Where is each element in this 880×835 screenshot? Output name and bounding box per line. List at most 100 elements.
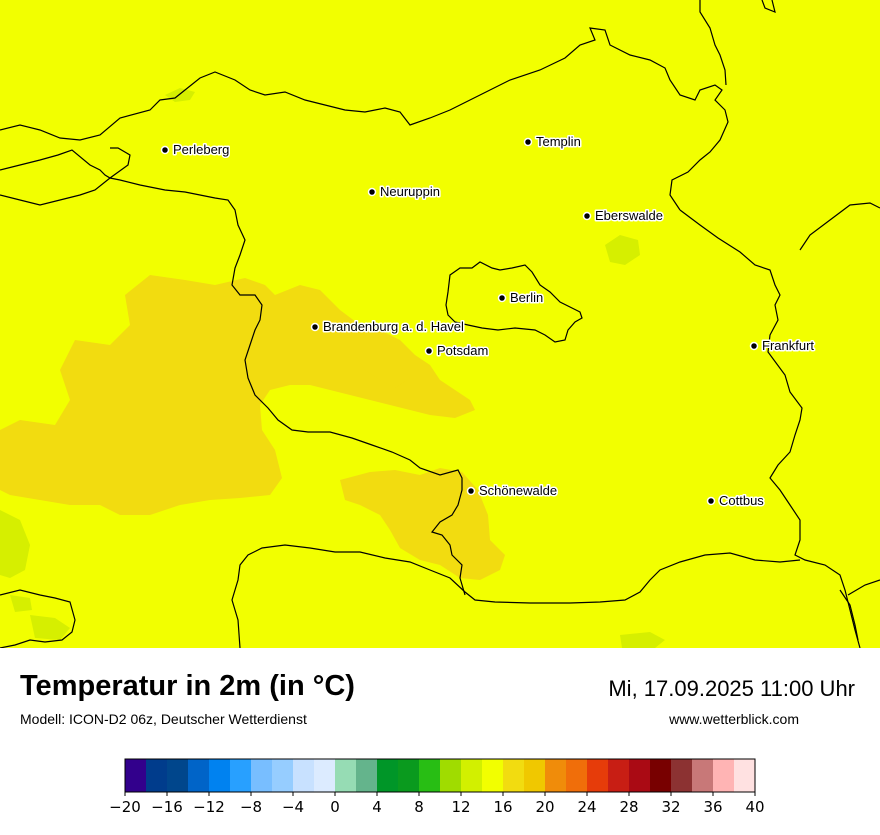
- cool-area-south: [30, 615, 70, 640]
- legend-swatch: [629, 759, 651, 792]
- city-dot: [497, 293, 507, 303]
- legend-swatch: [209, 759, 231, 792]
- city-berlin: Berlin: [497, 289, 545, 307]
- border-poland: [679, 209, 861, 648]
- city-brandenburg-a-d-havel: Brandenburg a. d. Havel: [310, 318, 466, 336]
- cool-area-east: [605, 235, 640, 265]
- website-link[interactable]: www.wetterblick.com: [669, 711, 799, 727]
- state-borders: [0, 0, 880, 648]
- city-label: Eberswalde: [595, 208, 663, 223]
- legend-tick-label: 0: [330, 798, 340, 816]
- legend-tick-label: 20: [535, 798, 554, 816]
- legend-ticks: −20 −16 −12 −8 −4 0 4 8 12 16 20 24 28 32 36 40: [109, 792, 765, 816]
- city-dot: [582, 211, 592, 221]
- cool-temperature-areas: [0, 88, 665, 648]
- temperature-map: Perleberg Templin Neuruppin Eberswalde Berli…: [0, 0, 880, 648]
- legend-swatch: [251, 759, 273, 792]
- legend-outline: [124, 758, 756, 793]
- legend-swatch: [461, 759, 483, 792]
- border-east-right: [799, 202, 880, 251]
- legend-swatch: [167, 759, 189, 792]
- border-south-2: [0, 589, 76, 648]
- legend-swatch: [566, 759, 588, 792]
- border-west-2: [0, 149, 466, 596]
- legend-swatch: [335, 759, 357, 792]
- city-eberswalde: Eberswalde: [582, 207, 664, 225]
- legend-tick-label: 24: [577, 798, 596, 816]
- border-south-1: [231, 544, 801, 648]
- legend-swatch: [608, 759, 630, 792]
- legend-swatch: [419, 759, 441, 792]
- city-dot: [523, 137, 533, 147]
- legend-swatch: [293, 759, 315, 792]
- city-dot: [367, 187, 377, 197]
- legend-swatch: [272, 759, 294, 792]
- city-label: Frankfurt: [762, 338, 814, 353]
- border-berlin: [445, 261, 583, 343]
- legend-swatch: [503, 759, 525, 792]
- city-dot: [749, 341, 759, 351]
- city-dot: [706, 496, 716, 506]
- legend-tick-label: 40: [745, 798, 764, 816]
- city-perleberg: Perleberg: [160, 141, 231, 159]
- legend-tick-label: 12: [451, 798, 470, 816]
- legend-swatch: [545, 759, 567, 792]
- forecast-datetime: Mi, 17.09.2025 11:00 Uhr: [608, 676, 855, 701]
- city-neuruppin: Neuruppin: [367, 183, 442, 201]
- legend-tick-label: −4: [282, 798, 304, 816]
- city-dot: [160, 145, 170, 155]
- legend-swatch: [650, 759, 672, 792]
- map-title: Temperatur in 2m (in °C): [20, 670, 355, 702]
- legend-tick-label: 36: [703, 798, 722, 816]
- warm-area-center: [355, 340, 410, 388]
- city-templin: Templin: [523, 133, 582, 151]
- city-dot: [466, 486, 476, 496]
- city-dot: [424, 346, 434, 356]
- legend-tick-label: −20: [109, 798, 141, 816]
- city-potsdam: Potsdam: [424, 342, 490, 360]
- city-label: Schönewalde: [479, 483, 557, 498]
- legend-swatch: [482, 759, 504, 792]
- legend-tick-label: −8: [240, 798, 262, 816]
- border-east-top: [761, 0, 776, 13]
- cool-area-bottom-left: [10, 595, 32, 612]
- legend-swatches: [125, 759, 756, 792]
- temperature-color-legend: −20 −16 −12 −8 −4 0 4 8 12 16 20 24 28 32 36 40: [0, 755, 880, 830]
- city-cottbus: Cottbus: [706, 492, 766, 510]
- city-label: Perleberg: [173, 142, 229, 157]
- legend-tick-label: 16: [493, 798, 512, 816]
- legend-swatch: [713, 759, 735, 792]
- legend-swatch: [230, 759, 252, 792]
- warm-area-west: [0, 275, 475, 515]
- warm-temperature-areas: [0, 275, 505, 580]
- city-schönewalde: Schönewalde: [466, 482, 559, 500]
- legend-tick-label: 8: [414, 798, 424, 816]
- legend-swatch: [377, 759, 399, 792]
- legend-swatch: [440, 759, 462, 792]
- legend-swatch: [671, 759, 693, 792]
- border-lower-right: [847, 579, 880, 596]
- legend-tick-label: −12: [193, 798, 225, 816]
- cool-area-se: [620, 632, 665, 648]
- legend-swatch: [734, 759, 756, 792]
- legend-swatch: [398, 759, 420, 792]
- legend-swatch: [125, 759, 147, 792]
- legend-swatch: [356, 759, 378, 792]
- city-frankfurt: Frankfurt: [749, 337, 816, 355]
- city-label: Templin: [536, 134, 581, 149]
- city-label: Brandenburg a. d. Havel: [323, 319, 464, 334]
- border-north: [0, 27, 729, 211]
- legend-tick-label: 4: [372, 798, 382, 816]
- border-east-segment: [699, 0, 727, 86]
- legend-tick-label: 28: [619, 798, 638, 816]
- legend-tick-label: −16: [151, 798, 183, 816]
- border-south-3: [839, 589, 859, 641]
- city-dot: [310, 322, 320, 332]
- city-label: Neuruppin: [380, 184, 440, 199]
- warm-area-schoenewalde: [340, 468, 505, 580]
- legend-swatch: [587, 759, 609, 792]
- city-label: Cottbus: [719, 493, 764, 508]
- city-label: Potsdam: [437, 343, 488, 358]
- city-markers: Perleberg Templin Neuruppin Eberswalde Berli…: [160, 133, 816, 510]
- legend-swatch: [146, 759, 168, 792]
